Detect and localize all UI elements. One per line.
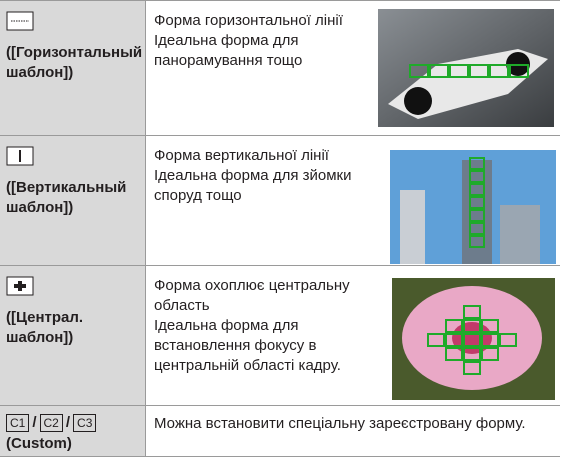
building-photo <box>390 150 556 264</box>
table-row: ([Горизонтальный шаблон]) Форма горизонт… <box>0 0 560 135</box>
flower-photo <box>392 278 555 400</box>
row-text: Форма вертикальної лінії Ідеальна форма … <box>146 136 378 265</box>
custom-icon: C1 <box>6 414 30 432</box>
row-header: ([Централ. шаблон]) <box>0 266 146 405</box>
row-label: ([Вертикальный шаблон]) <box>6 179 127 216</box>
text-line: Ідеальна форма для панорамування тощо <box>154 32 303 69</box>
separator: / <box>32 414 37 431</box>
row-text: Форма охоплює центральну область Ідеальн… <box>146 266 378 405</box>
row-header: ([Вертикальный шаблон]) <box>0 136 146 265</box>
text-line: Ідеальна форма для встановлення фокусу в… <box>154 317 341 374</box>
row-text: Можна встановити спеціальну зареєстрован… <box>154 415 526 432</box>
row-label: ([Централ. шаблон]) <box>6 309 84 346</box>
center-icon <box>6 276 34 296</box>
custom-icon: C2 <box>39 414 63 432</box>
race-car-photo <box>378 9 554 127</box>
table-row: C1/C2/C3 (Custom) Можна встановити спеці… <box>0 405 560 457</box>
row-text: Форма горизонтальної лінії Ідеальна форм… <box>146 1 378 135</box>
row-header: ([Горизонтальный шаблон]) <box>0 1 146 135</box>
table-row: ([Вертикальный шаблон]) Форма вертикальн… <box>0 135 560 265</box>
row-header: C1/C2/C3 (Custom) <box>0 406 146 456</box>
text-line: Форма охоплює центральну область <box>154 277 350 314</box>
text-line: Форма вертикальної лінії <box>154 147 329 164</box>
vertical-icon <box>6 146 34 166</box>
table-row: ([Централ. шаблон]) Форма охоплює центра… <box>0 265 560 405</box>
custom-icon: C3 <box>73 414 97 432</box>
row-label: ([Горизонтальный шаблон]) <box>6 44 143 81</box>
text-line: Форма горизонтальної лінії <box>154 12 343 29</box>
custom-icons: C1/C2/C3 <box>6 414 139 432</box>
horizontal-icon <box>6 11 34 31</box>
separator: / <box>65 414 71 431</box>
row-label: (Custom) <box>6 435 72 452</box>
text-line: Ідеальна форма для зйомки споруд тощо <box>154 167 352 204</box>
